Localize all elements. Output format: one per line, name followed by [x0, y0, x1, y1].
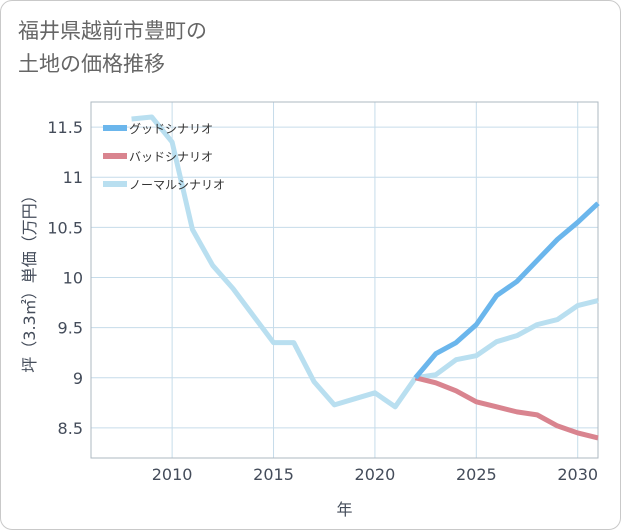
y-tick-label: 11.5: [47, 118, 83, 137]
chart-title: 福井県越前市豊町の 土地の価格推移: [18, 19, 207, 76]
y-tick-label: 8.5: [58, 419, 83, 438]
x-tick-label: 2025: [456, 465, 497, 484]
x-tick-label: 2030: [557, 465, 598, 484]
legend-label-good: グッドシナリオ: [129, 122, 213, 136]
grid: [91, 102, 598, 458]
legend-label-bad: バッドシナリオ: [129, 150, 213, 164]
y-tick-label: 10.5: [47, 218, 83, 237]
x-tick-label: 2020: [355, 465, 396, 484]
y-tick-label: 10: [63, 268, 83, 287]
x-axis-label: 年: [336, 500, 352, 519]
y-axis-label: 坪（3.3㎡）単価（万円）: [20, 187, 39, 372]
legend-label-normal: ノーマルシナリオ: [129, 178, 225, 192]
y-tick-label: 11: [63, 168, 83, 187]
series-line-normal: [131, 114, 599, 410]
series-line-bad: [414, 375, 599, 441]
y-axis-ticks: 8.5 9 9.5 10 10.5 11 11.5: [47, 118, 83, 438]
plot-area-border: [90, 101, 599, 459]
x-tick-label: 2010: [152, 465, 193, 484]
y-tick-label: 9.5: [58, 319, 83, 338]
x-axis-ticks: 2010 2015 2020 2025 2030: [152, 465, 598, 484]
x-tick-label: 2015: [253, 465, 294, 484]
y-tick-label: 9: [73, 369, 83, 388]
series-line-good: [413, 201, 600, 380]
series-lines: [131, 114, 600, 441]
